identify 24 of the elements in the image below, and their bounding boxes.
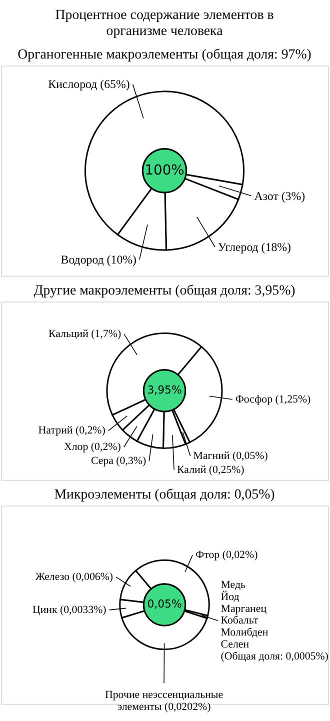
chart-subtitle: Органогенные макроэлементы (общая доля: 97%) (18, 48, 312, 63)
slice-label: Фосфор (1,25%) (235, 393, 312, 406)
data-label: (Общая доля: 0,0005%) (220, 650, 329, 662)
slice-label: Прочие неэссенциальные элементы (0,0202%) (104, 688, 224, 713)
slice-label: Сера (0,3%) (90, 454, 146, 467)
slice-label: Магний (0,05%) (193, 450, 268, 462)
text: 3,95% (147, 384, 182, 397)
slice-label: Цинк (0,0033%) (32, 604, 107, 616)
slice-label: Водород (10%) (60, 252, 137, 267)
slice-label: Фтор (0,02%) (195, 549, 258, 562)
text: 100% (144, 162, 184, 179)
text: 0,05% (147, 598, 182, 611)
slice-label: Кальций (1,7%) (48, 328, 122, 340)
chart-title: Микроэлементы (общая доля: 0,05%) (54, 488, 275, 503)
slice-label: Азот (3%) (254, 188, 306, 203)
slice-label: Медь Йод Марганец Кобальт Молибден Селен (220, 578, 268, 650)
slice-label: Хлор (0,2%) (64, 441, 122, 454)
slice-label: Калий (0,25%) (177, 464, 245, 476)
chart-title: Другие макроэлементы (общая доля: 3,95%) (34, 284, 296, 299)
slice-label: Кислород (65%) (48, 77, 130, 92)
slice-label: Железо (0,006%) (35, 570, 114, 583)
chart-title: Процентное содержание элементов в организме человека (55, 8, 274, 39)
slice-label: Натрий (0,2%) (38, 424, 106, 437)
slice-label: Углерод (18%) (218, 240, 292, 254)
